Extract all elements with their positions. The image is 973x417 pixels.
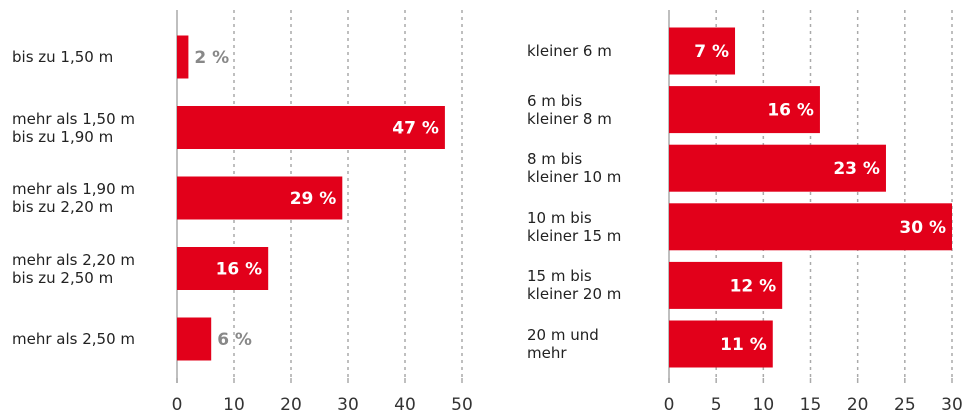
x-tick-label: 40 bbox=[394, 395, 416, 415]
value-label: 29 % bbox=[290, 189, 337, 209]
value-label: 2 % bbox=[194, 48, 229, 68]
value-label: 7 % bbox=[694, 42, 729, 62]
bar bbox=[177, 247, 269, 290]
x-tick-label: 10 bbox=[753, 395, 775, 415]
bar bbox=[177, 35, 189, 79]
category-label: 10 m bis kleiner 15 m bbox=[527, 208, 622, 245]
bar bbox=[177, 106, 445, 149]
bar bbox=[669, 144, 886, 192]
x-tick-label: 20 bbox=[847, 395, 869, 415]
x-tick-label: 15 bbox=[800, 395, 822, 415]
value-label: 23 % bbox=[833, 159, 880, 179]
bar bbox=[669, 86, 820, 134]
x-tick-label: 30 bbox=[337, 395, 359, 415]
x-tick-label: 0 bbox=[664, 395, 675, 415]
x-tick-label: 30 bbox=[941, 395, 963, 415]
category-label: mehr als 1,50 m bis zu 1,90 m bbox=[12, 109, 136, 146]
value-label: 30 % bbox=[899, 218, 946, 238]
bar bbox=[669, 261, 783, 309]
bar bbox=[669, 203, 952, 251]
x-tick-label: 0 bbox=[172, 395, 183, 415]
x-tick-label: 5 bbox=[711, 395, 722, 415]
category-label: mehr als 2,20 m bis zu 2,50 m bbox=[12, 250, 136, 287]
category-label: 15 m bis kleiner 20 m bbox=[527, 267, 622, 304]
value-label: 11 % bbox=[720, 335, 767, 355]
bar bbox=[177, 317, 212, 361]
category-label: bis zu 1,50 m bbox=[12, 48, 114, 66]
bar bbox=[177, 176, 343, 220]
x-tick-label: 10 bbox=[223, 395, 245, 415]
x-tick-label: 25 bbox=[894, 395, 916, 415]
category-label: 20 m und mehr bbox=[527, 326, 599, 362]
value-label: 12 % bbox=[730, 276, 777, 296]
x-tick-label: 20 bbox=[280, 395, 302, 415]
category-label: kleiner 6 m bbox=[527, 42, 612, 60]
category-label: 8 m bis kleiner 10 m bbox=[527, 150, 622, 187]
category-label: mehr als 1,90 m bis zu 2,20 m bbox=[12, 180, 136, 216]
x-tick-label: 50 bbox=[451, 395, 473, 415]
category-label: mehr als 2,50 m bbox=[12, 330, 136, 348]
category-label: 6 m bis kleiner 8 m bbox=[527, 91, 612, 128]
value-label: 6 % bbox=[217, 330, 252, 350]
value-label: 16 % bbox=[216, 260, 263, 280]
bar bbox=[669, 27, 736, 75]
value-label: 16 % bbox=[767, 101, 814, 121]
bar bbox=[669, 320, 773, 368]
value-label: 47 % bbox=[392, 119, 439, 139]
